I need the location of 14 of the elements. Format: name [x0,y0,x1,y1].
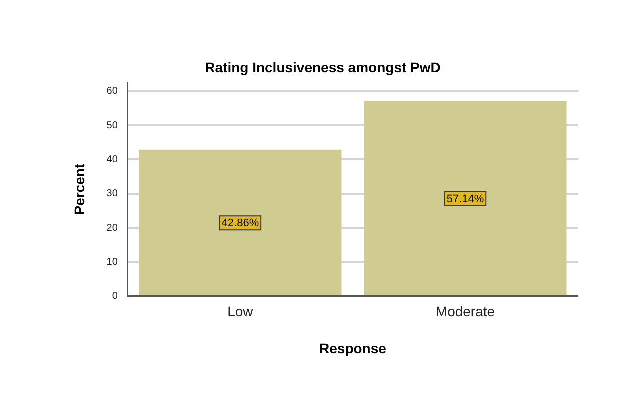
y-tick-label: 20 [106,222,118,234]
chart-title: Rating Inclusiveness amongst PwD [205,59,441,76]
y-tick-label: 40 [106,154,118,166]
y-tick-label: 30 [106,188,118,200]
data-label: 57.14% [446,193,484,206]
x-axis-title: Response [320,340,387,356]
y-tick-label: 0 [112,291,118,302]
x-tick-label: Low [228,304,254,320]
y-axis-title: Percent [71,164,88,216]
y-tick-label: 60 [106,86,118,98]
x-tick-label: Moderate [436,304,496,320]
data-label: 42.86% [222,218,260,230]
y-tick-label: 10 [106,256,118,268]
y-tick-label: 50 [106,120,118,132]
